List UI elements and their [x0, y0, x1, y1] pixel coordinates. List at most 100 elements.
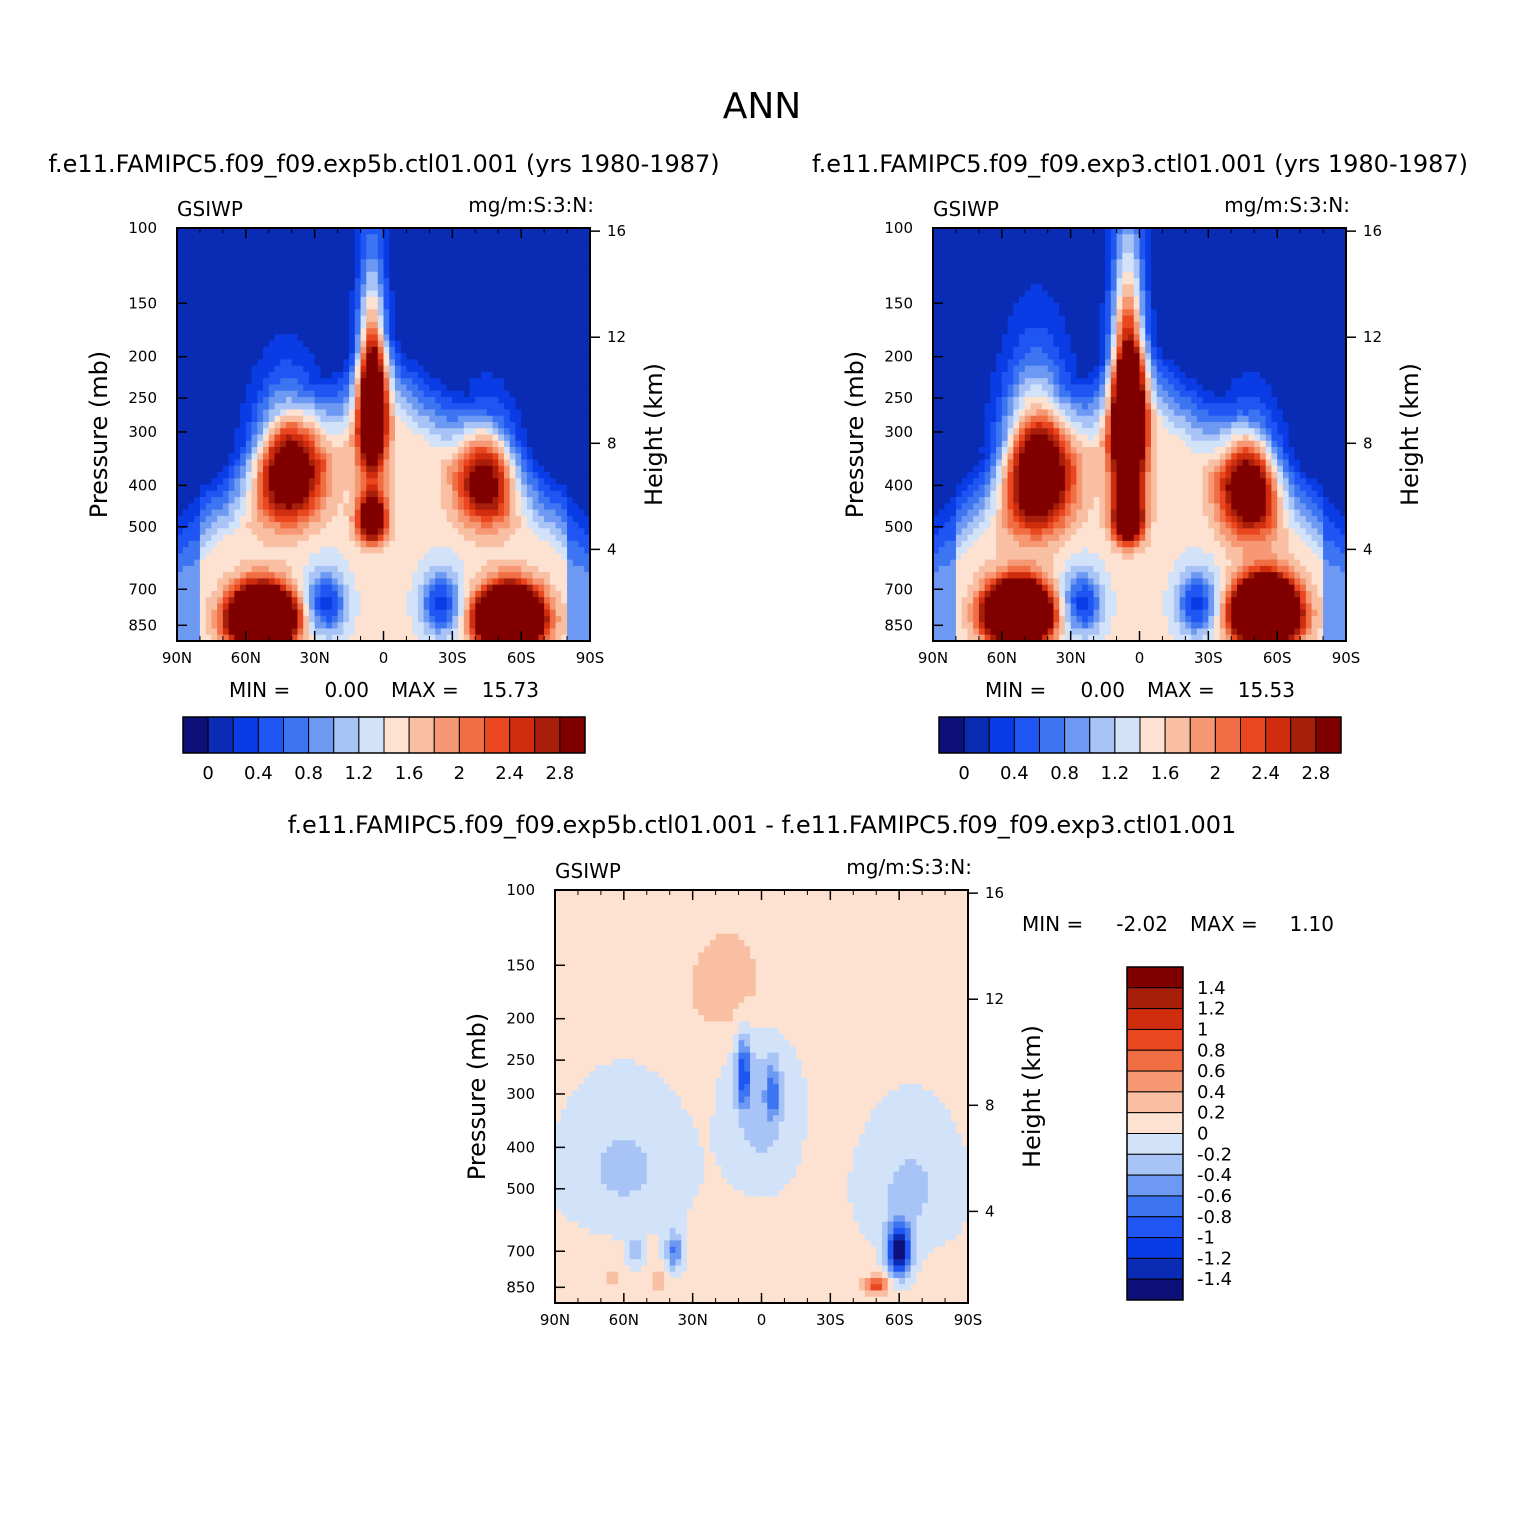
field-cell — [297, 615, 304, 623]
field-cell — [492, 284, 499, 292]
field-cell — [561, 478, 568, 486]
field-cell — [463, 503, 471, 511]
field-cell — [498, 234, 505, 242]
field-cell — [285, 265, 293, 273]
field-cell — [303, 472, 310, 479]
field-cell — [228, 353, 235, 361]
field-cell — [177, 484, 184, 492]
field-cell — [280, 378, 287, 386]
field-cell — [199, 334, 207, 342]
field-cell — [435, 597, 442, 605]
field-cell — [314, 228, 322, 235]
field-cell — [412, 246, 419, 254]
field-cell — [584, 565, 590, 573]
field-cell — [291, 421, 299, 429]
field-cell — [406, 409, 413, 417]
field-cell — [177, 522, 184, 529]
field-cell — [240, 547, 247, 554]
field-cell — [308, 509, 316, 517]
field-cell — [555, 484, 562, 492]
field-cell — [297, 634, 304, 641]
field-cell — [521, 447, 528, 454]
field-cell — [452, 421, 459, 429]
field-cell — [498, 396, 505, 404]
field-cell — [481, 622, 488, 630]
field-cell — [228, 509, 235, 517]
field-cell — [567, 497, 574, 504]
field-cell — [372, 522, 379, 529]
field-cell — [515, 284, 522, 292]
field-cell — [498, 609, 505, 617]
field-cell — [549, 353, 557, 361]
field-cell — [503, 328, 511, 335]
field-cell — [240, 565, 247, 573]
field-cell — [349, 428, 356, 436]
field-cell — [435, 553, 442, 561]
field-cell — [498, 509, 505, 517]
field-cell — [372, 609, 379, 617]
field-cell — [475, 359, 482, 367]
field-cell — [245, 240, 253, 248]
field-cell — [274, 553, 281, 561]
field-cell — [1070, 234, 1078, 242]
field-cell — [469, 478, 476, 486]
field-cell — [1196, 234, 1204, 242]
field-cell — [354, 334, 362, 342]
field-cell — [521, 390, 528, 398]
field-cell — [297, 303, 304, 310]
field-cell — [555, 365, 562, 373]
field-cell — [549, 334, 557, 342]
field-cell — [349, 409, 356, 417]
field-cell — [584, 228, 590, 235]
field-cell — [475, 440, 482, 448]
field-cell — [423, 321, 430, 329]
field-cell — [222, 503, 230, 511]
field-cell — [349, 534, 356, 542]
y-axis-label: Pressure (mb) — [85, 351, 113, 518]
field-cell — [492, 346, 499, 354]
field-cell — [572, 403, 580, 411]
field-cell — [394, 403, 402, 411]
field-cell — [251, 509, 258, 517]
field-cell — [544, 453, 551, 461]
field-cell — [303, 309, 310, 317]
field-cell — [314, 278, 322, 285]
y-tick-label: 850 — [128, 616, 157, 634]
field-cell — [366, 315, 373, 323]
field-cell — [280, 459, 287, 467]
field-cell — [251, 553, 258, 561]
field-cell — [417, 259, 425, 267]
colorbar-label: 2.8 — [546, 763, 575, 784]
field-cell — [354, 528, 362, 536]
field-cell — [452, 609, 459, 617]
field-cell — [429, 453, 436, 461]
field-cell — [406, 465, 413, 473]
field-cell — [481, 590, 488, 598]
field-cell — [435, 234, 442, 242]
field-cell — [314, 547, 322, 554]
field-cell — [199, 278, 207, 285]
field-cell — [222, 284, 230, 292]
field-cell — [326, 421, 333, 429]
field-cell — [549, 246, 557, 254]
field-cell — [578, 534, 585, 542]
field-cell — [308, 421, 316, 429]
field-cell — [538, 628, 545, 636]
field-cell — [177, 503, 184, 511]
field-cell — [320, 603, 327, 611]
field-cell — [544, 622, 551, 630]
field-cell — [268, 359, 276, 367]
field-cell — [549, 234, 557, 242]
field-cell — [555, 246, 562, 254]
field-cell — [435, 603, 442, 611]
field-cell — [199, 522, 207, 529]
field-cell — [280, 409, 287, 417]
field-cell — [280, 340, 287, 348]
field-cell — [211, 303, 218, 310]
field-cell — [532, 315, 539, 323]
field-cell — [228, 359, 235, 367]
figure-title: ANN — [723, 86, 802, 127]
field-cell — [412, 603, 419, 611]
field-cell — [291, 534, 299, 542]
field-cell — [429, 484, 436, 492]
